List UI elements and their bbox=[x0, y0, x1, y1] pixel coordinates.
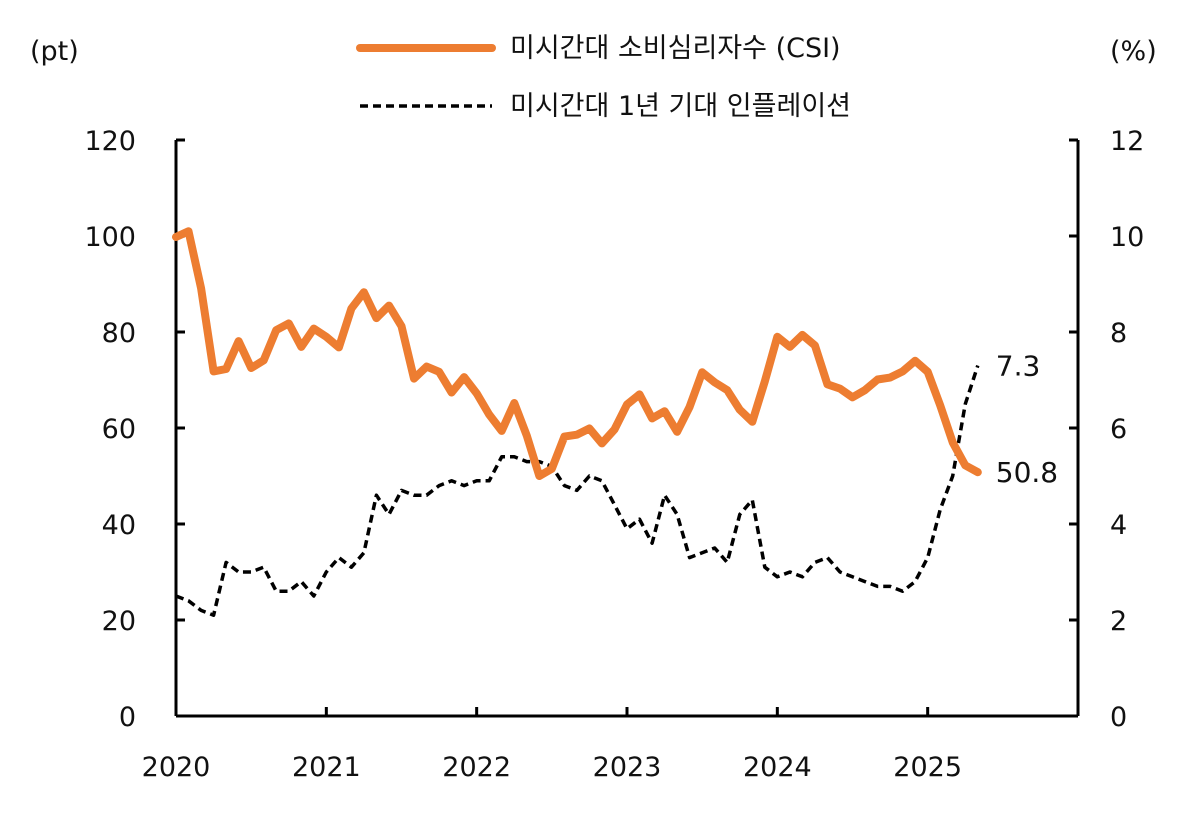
right-tick-label: 6 bbox=[1110, 414, 1127, 445]
series-group bbox=[172, 227, 982, 617]
left-tick-label: 80 bbox=[102, 318, 136, 349]
left-tick-label: 20 bbox=[102, 606, 136, 637]
inflation-end-label: 7.3 bbox=[996, 350, 1041, 383]
right-tick-label: 12 bbox=[1110, 126, 1144, 157]
x-tick-label: 2021 bbox=[292, 752, 361, 783]
csi-series-line bbox=[172, 227, 982, 480]
right-tick-label: 0 bbox=[1110, 702, 1127, 733]
legend: 미시간대 소비심리자수 (CSI) 미시간대 1년 기대 인플레이션 bbox=[356, 33, 851, 122]
right-axis-ticks: 0 2 4 6 8 10 12 bbox=[1069, 126, 1144, 733]
left-tick-label: 0 bbox=[119, 702, 136, 733]
left-tick-label: 60 bbox=[102, 414, 136, 445]
legend-label-csi: 미시간대 소비심리자수 (CSI) bbox=[510, 33, 841, 64]
left-tick-label: 100 bbox=[84, 222, 136, 253]
x-tick-label: 2024 bbox=[743, 752, 812, 783]
right-tick-label: 4 bbox=[1110, 510, 1127, 541]
legend-label-inflation: 미시간대 1년 기대 인플레이션 bbox=[510, 91, 851, 122]
left-tick-label: 120 bbox=[84, 126, 136, 157]
x-axis-ticks: 2020 2021 2022 2023 2024 2025 bbox=[142, 707, 962, 783]
left-axis-unit: (pt) bbox=[30, 36, 79, 67]
csi-end-label: 50.8 bbox=[996, 456, 1058, 489]
right-axis-unit: (%) bbox=[1110, 36, 1157, 67]
right-tick-label: 10 bbox=[1110, 222, 1144, 253]
inflation-series-line bbox=[175, 365, 980, 617]
right-tick-label: 8 bbox=[1110, 318, 1127, 349]
x-tick-label: 2020 bbox=[142, 752, 211, 783]
left-axis-ticks: 0 20 40 60 80 100 120 bbox=[84, 126, 185, 733]
x-tick-label: 2023 bbox=[593, 752, 662, 783]
x-tick-label: 2022 bbox=[442, 752, 511, 783]
x-tick-label: 2025 bbox=[893, 752, 962, 783]
end-labels: 50.8 7.3 bbox=[996, 350, 1058, 490]
right-tick-label: 2 bbox=[1110, 606, 1127, 637]
left-tick-label: 40 bbox=[102, 510, 136, 541]
